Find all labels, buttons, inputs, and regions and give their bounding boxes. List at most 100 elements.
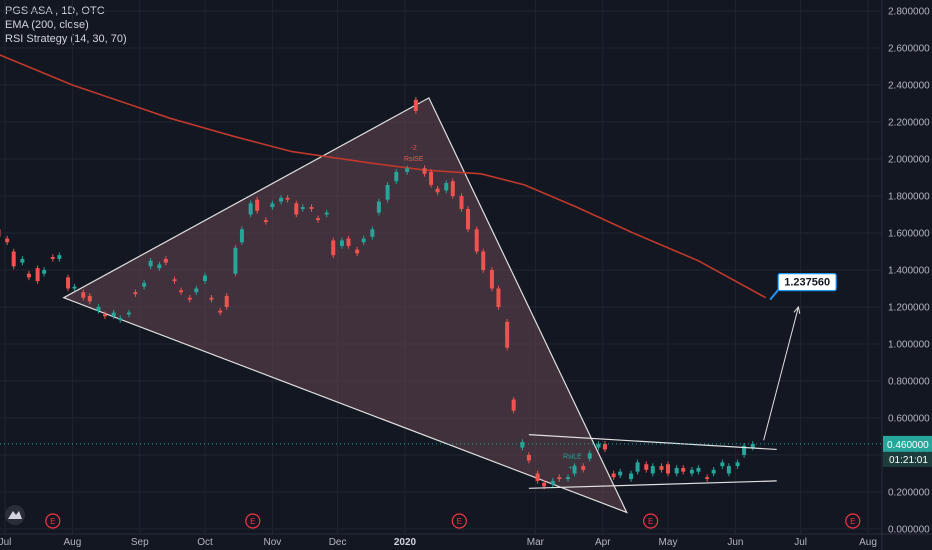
candle-body <box>629 473 634 480</box>
candle <box>102 311 107 320</box>
candle <box>111 309 116 320</box>
forecast-arrow-head[interactable] <box>793 305 801 314</box>
earnings-marker[interactable]: E <box>45 513 61 529</box>
candle-body <box>255 199 260 211</box>
earnings-label[interactable]: E <box>648 517 653 526</box>
triangle-drawing[interactable] <box>62 97 628 514</box>
legend-ema[interactable]: EMA (200, close) <box>5 19 89 31</box>
channel-top-line[interactable] <box>528 434 777 451</box>
earnings-label[interactable]: E <box>850 517 855 526</box>
price-tag-value: 0.460000 <box>887 440 929 451</box>
candle <box>163 256 168 266</box>
y-tick-label: 2.800000 <box>888 7 930 18</box>
candle-body <box>635 462 640 472</box>
candle-body <box>496 288 501 307</box>
candle <box>339 237 344 249</box>
candle <box>385 182 390 203</box>
candle-body <box>300 207 305 209</box>
candle <box>635 459 640 475</box>
trend-drawings[interactable]: 1.237560 <box>528 273 837 489</box>
candle <box>81 289 86 301</box>
candle <box>42 267 47 277</box>
legend-rsi-strategy[interactable]: RSI Strategy (14, 30, 70) <box>5 33 127 45</box>
candle <box>148 257 153 270</box>
earnings-circle[interactable] <box>45 513 61 529</box>
callout-value[interactable]: 1.237560 <box>784 277 830 289</box>
candle <box>489 267 494 292</box>
candle-body <box>666 464 671 474</box>
candle-body <box>587 453 592 459</box>
candle <box>179 287 184 295</box>
y-tick-label: 0.600000 <box>888 414 930 425</box>
candle-body <box>96 307 101 311</box>
candle-body <box>394 171 399 182</box>
candle-body <box>355 249 360 254</box>
candle-body <box>602 443 607 450</box>
x-tick-label: Aug <box>63 537 81 548</box>
candle-body <box>726 466 731 474</box>
candle-body <box>618 471 623 476</box>
channel-bottom-line[interactable] <box>528 480 777 489</box>
candle <box>394 169 399 184</box>
candle <box>11 248 16 270</box>
logo-glyph <box>8 511 22 519</box>
candle <box>526 452 531 464</box>
earnings-marker[interactable]: E <box>643 513 659 529</box>
chart-legend: PGS ASA , 1D, OTC EMA (200, close) RSI S… <box>5 4 127 46</box>
candle-body <box>542 482 547 487</box>
candle-body <box>711 469 716 474</box>
triangle-shape[interactable] <box>62 97 628 514</box>
forecast-arrow[interactable] <box>763 306 799 441</box>
candle-body <box>50 257 55 259</box>
earnings-label[interactable]: E <box>457 517 462 526</box>
candle-body <box>239 229 244 243</box>
candle <box>602 441 607 453</box>
candle <box>87 293 92 305</box>
candle <box>224 293 229 310</box>
candle-body <box>218 310 223 313</box>
earnings-marker[interactable]: E <box>451 513 467 529</box>
earnings-marker[interactable]: E <box>845 513 861 529</box>
candle-body <box>674 467 679 474</box>
candle-body <box>735 462 740 467</box>
candle <box>20 256 25 266</box>
x-tick-label: May <box>659 537 678 548</box>
candle <box>233 245 238 277</box>
candle-body <box>511 399 516 411</box>
earnings-circle[interactable] <box>845 513 861 529</box>
earnings-circle[interactable] <box>643 513 659 529</box>
tradingview-logo-group[interactable] <box>5 505 25 525</box>
countdown-value: 01:21:01 <box>889 455 928 466</box>
x-tick-label: Aug <box>859 537 877 548</box>
candle <box>157 261 162 271</box>
candle-body <box>572 466 577 474</box>
earnings-circle[interactable] <box>245 513 261 529</box>
candle-body <box>681 467 686 472</box>
x-tick-label: 2020 <box>394 537 417 548</box>
candle <box>405 165 410 175</box>
candle <box>218 307 223 316</box>
candle-body <box>118 318 123 320</box>
earnings-marker[interactable]: E <box>245 513 261 529</box>
candle <box>370 226 375 240</box>
candle <box>294 200 299 218</box>
candle <box>511 396 516 414</box>
candle-body <box>659 466 664 470</box>
earnings-label[interactable]: E <box>250 517 255 526</box>
callout-box[interactable] <box>777 273 837 292</box>
candle <box>118 315 123 323</box>
candle-body <box>385 184 390 200</box>
candle-body <box>581 466 586 470</box>
y-tick-label: 2.200000 <box>888 118 930 129</box>
candle-body <box>450 181 455 196</box>
earnings-circle[interactable] <box>451 513 467 529</box>
candle <box>50 254 55 262</box>
candle <box>309 204 314 212</box>
candle <box>126 309 131 318</box>
earnings-label[interactable]: E <box>50 517 55 526</box>
x-tick-label: Mar <box>527 537 545 548</box>
